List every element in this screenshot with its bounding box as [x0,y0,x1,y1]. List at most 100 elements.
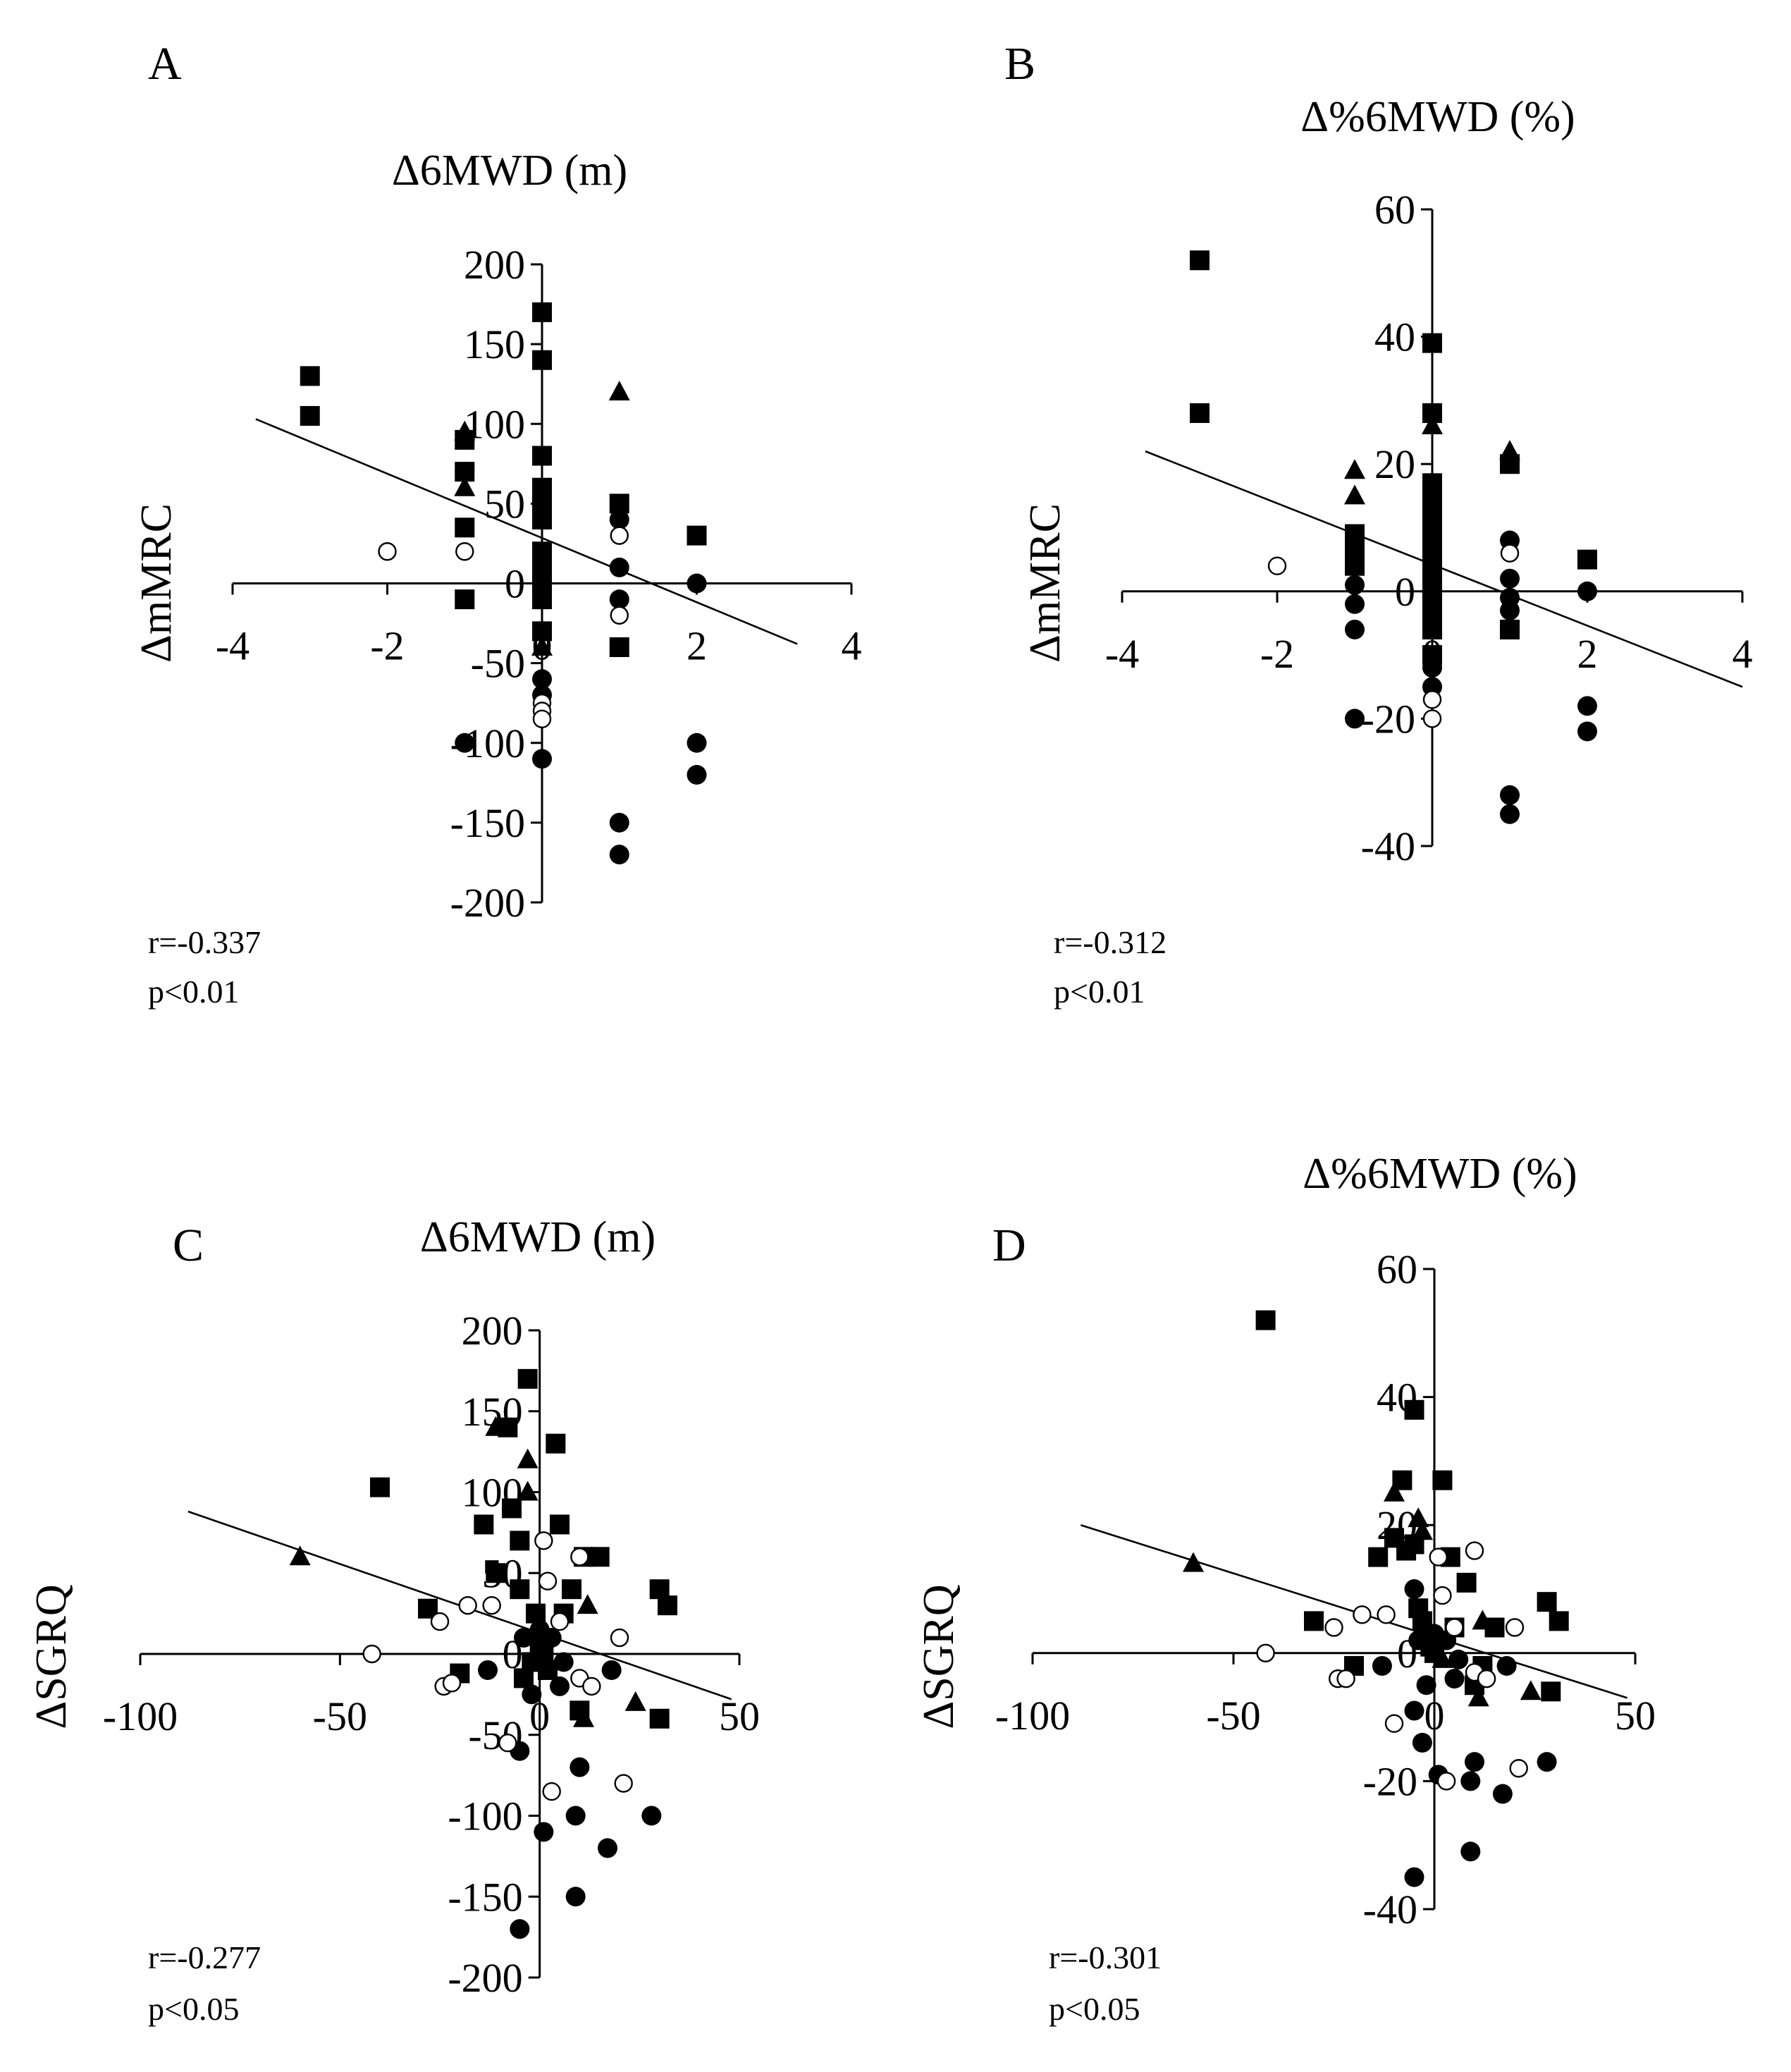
y-tick-label: 0 [505,561,525,607]
x-tick-label: 0 [1424,1693,1445,1739]
data-point-square [455,517,475,538]
y-tick-label: -20 [1363,1758,1417,1804]
correlation-coefficient: r=-0.312 [1054,924,1167,960]
data-point-square [1422,333,1442,353]
data-point-open-circle [1429,1547,1448,1567]
data-point-square [300,405,320,426]
data-point-square [1190,250,1210,271]
y-tick-label: -150 [450,800,525,846]
data-point-square [1541,1681,1561,1702]
y-tick-label: 60 [1377,1246,1417,1292]
data-point-square [486,1563,506,1583]
data-point-square [546,1433,566,1454]
data-point-square [517,1368,538,1389]
data-point-square [1537,1592,1557,1612]
data-point-open-circle [1353,1605,1372,1624]
x-tick-label: -2 [1260,631,1294,677]
data-point-triangle [485,1416,507,1436]
data-point-square [474,1514,494,1535]
data-point-circle [522,1684,542,1705]
p-value: p<0.05 [1049,1991,1140,2027]
data-point-open-circle [1445,1618,1464,1637]
data-point-open-circle [1324,1618,1343,1637]
data-point-circle [541,1628,562,1648]
data-point-square [1577,549,1597,570]
x-tick-label: -2 [370,623,404,669]
data-point-circle [687,573,707,594]
data-point-open-circle [542,1782,561,1801]
y-tick-label: 50 [484,481,525,527]
data-point-square [300,366,320,386]
data-point-circle [1460,1841,1481,1862]
data-point-triangle [1432,1648,1453,1668]
data-point-triangle [289,1545,311,1566]
data-point-triangle [1183,1552,1204,1572]
data-point-circle [609,510,629,529]
panel-label: D [992,1220,1026,1271]
data-point-triangle [517,1448,538,1469]
chart-title: Δ%6MWD (%) [1303,1150,1577,1198]
data-point-open-circle [362,1644,381,1664]
data-point-square [502,1498,522,1519]
data-point-circle [1492,1784,1513,1804]
correlation-coefficient: r=-0.301 [1049,1939,1162,1975]
data-point-triangle [531,636,553,656]
data-point-square [589,1547,610,1567]
data-point-circle [570,1757,590,1777]
panel-label: A [148,38,182,90]
x-tick-label: 2 [687,623,707,669]
data-point-open-circle [610,1628,629,1648]
p-value: p<0.01 [148,974,239,1010]
data-point-circle [1408,1630,1429,1650]
data-point-open-circle [1377,1605,1396,1624]
data-point-circle [601,1660,622,1680]
correlation-coefficient: r=-0.337 [148,924,261,960]
data-point-triangle [1422,415,1443,435]
data-point-circle [609,812,629,833]
data-point-triangle [1344,459,1365,479]
data-point-open-circle [582,1676,601,1696]
y-tick-label: -100 [448,1794,522,1839]
data-point-square [1549,1611,1569,1631]
data-point-circle [1444,1669,1465,1689]
x-tick-label: -50 [313,1693,367,1739]
data-point-square [1345,524,1365,544]
data-point-open-circle [498,1734,517,1753]
data-point-open-circle [455,542,474,561]
data-point-open-circle [442,1674,462,1693]
y-tick-label: 0 [1395,569,1415,615]
data-point-triangle [577,1594,598,1614]
y-tick-label: 60 [1374,187,1415,233]
y-axis-label: ΔmMRC [1021,503,1069,663]
data-point-open-circle [378,542,397,561]
chart-title: Δ6MWD (m) [392,147,627,195]
y-tick-label: -40 [1361,823,1415,869]
data-point-square [532,510,552,529]
data-point-triangle [1472,1610,1494,1630]
y-axis-label: ΔSGRQ [27,1584,75,1729]
data-point-open-circle [538,1571,558,1590]
data-point-open-circle [1422,709,1442,728]
data-point-square [532,302,552,322]
y-axis-label: ΔmMRC [133,503,180,663]
y-tick-label: 40 [1374,314,1415,360]
data-point-open-circle [1256,1643,1275,1663]
data-point-square [609,637,629,657]
data-point-open-circle [1433,1586,1452,1605]
x-tick-label: 50 [719,1693,760,1739]
y-axis-label: ΔSGRQ [915,1584,963,1729]
data-point-circle [534,1822,554,1842]
data-point-open-circle [1384,1714,1404,1733]
data-point-triangle [1408,1507,1429,1528]
data-point-open-circle [430,1612,450,1631]
panel-d: DΔ%6MWD (%)ΔSGRQ -100 -50 0 506040200-20-40r… [915,1150,1656,2027]
data-point-square [687,525,707,546]
data-point-square [510,1531,530,1551]
data-point-square [649,1708,670,1729]
data-point-circle [1422,658,1442,678]
data-point-circle [510,1919,530,1939]
data-point-square [455,589,475,610]
data-point-circle [1577,721,1597,742]
data-point-triangle [573,1707,594,1727]
